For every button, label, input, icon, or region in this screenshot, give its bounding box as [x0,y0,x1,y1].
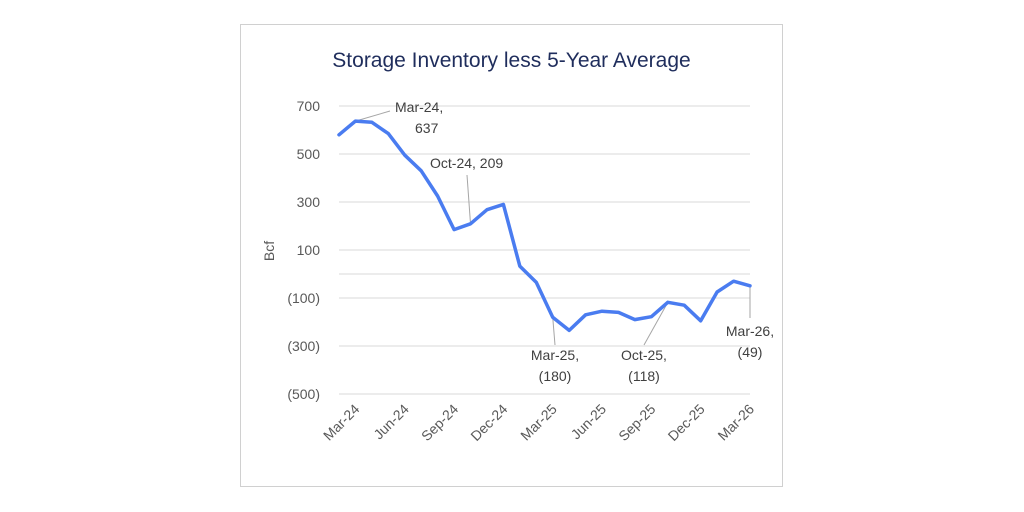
y-axis-label: Bcf [261,241,277,261]
x-tick-label: Dec-25 [665,401,708,444]
annotation-value: 637 [415,120,439,136]
annotation-leader [643,302,669,346]
annotation-value: (49) [738,344,763,360]
annotation-label: Mar-24, [395,99,443,115]
y-tick-label: (500) [287,386,320,402]
y-tick-label: (300) [287,338,320,354]
y-tick-label: 700 [297,98,321,114]
y-tick-label: 100 [297,242,321,258]
annotation-leader [466,174,472,224]
annotation-leader [552,317,556,346]
annotation-label: Oct-25, [621,347,667,363]
annotation-leader [355,110,391,122]
y-tick-label: (100) [287,290,320,306]
x-tick-label: Sep-24 [418,401,461,444]
annotation-value: (118) [628,368,660,384]
x-tick-label: Dec-24 [467,401,510,444]
y-tick-label: 500 [297,146,321,162]
y-tick-label: 300 [297,194,321,210]
annotation-value: (180) [539,368,572,384]
x-tick-label: Jun-24 [370,401,412,443]
chart-frame: Storage Inventory less 5-Year Average [240,24,783,487]
x-tick-label: Mar-25 [517,401,560,444]
x-tick-label: Mar-26 [714,401,757,444]
x-tick-label: Mar-24 [320,401,363,444]
x-tick-label: Sep-25 [615,401,658,444]
annotation-label: Mar-26, [726,323,774,339]
x-tick-label: Jun-25 [568,401,610,443]
series-line-0 [337,119,752,333]
chart-title: Storage Inventory less 5-Year Average [332,49,691,72]
annotation-label: Oct-24, 209 [430,155,503,171]
annotation-label: Mar-25, [531,347,579,363]
